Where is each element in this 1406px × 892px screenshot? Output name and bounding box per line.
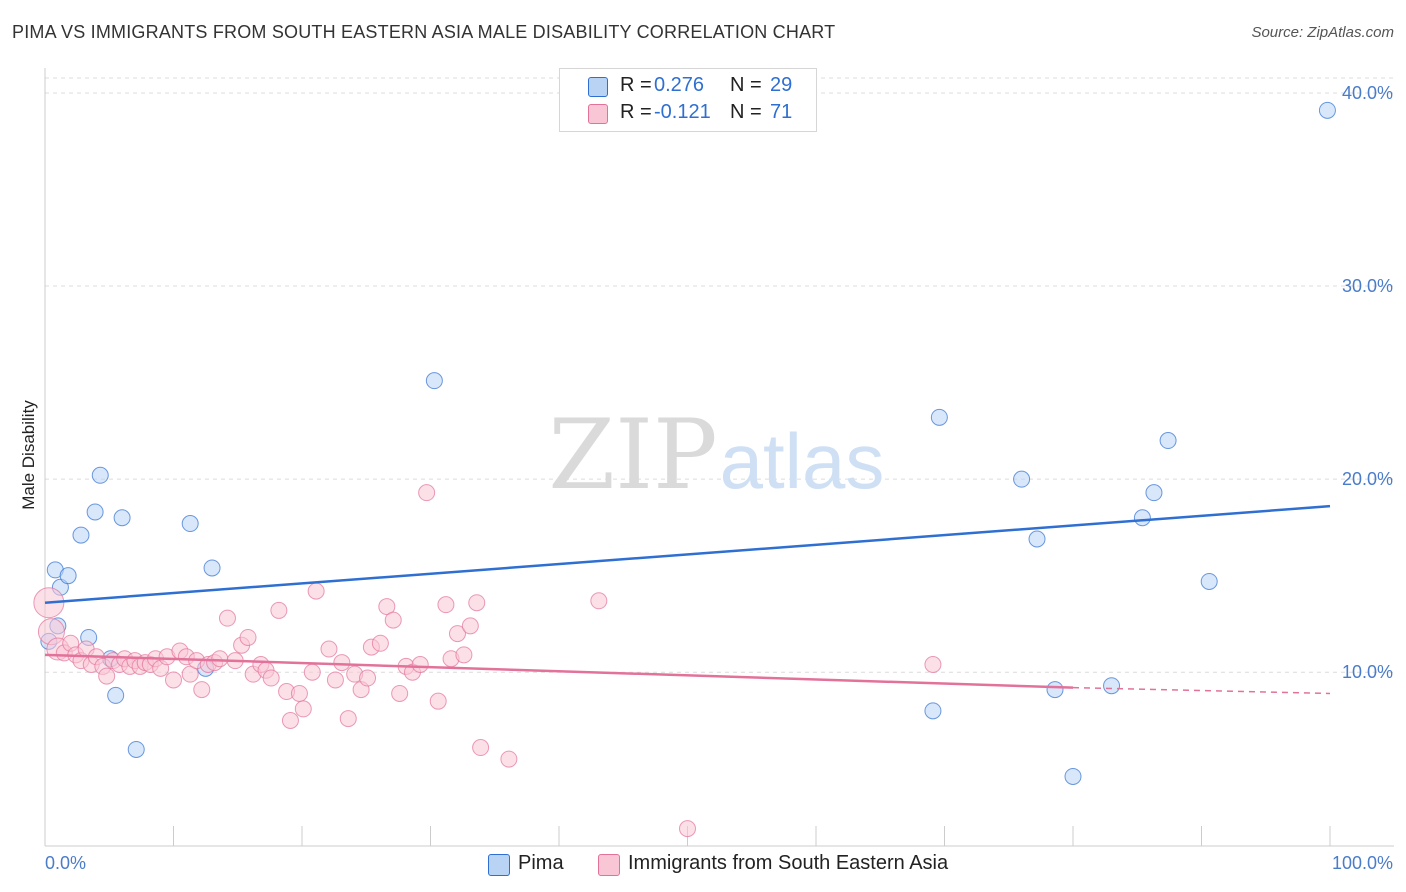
- immigrants-point: [320, 640, 338, 658]
- immigrants-point: [411, 655, 429, 673]
- x-tick-label-min: 0.0%: [45, 853, 86, 873]
- pima-point: [924, 702, 942, 720]
- pima-point: [203, 559, 221, 577]
- immigrants-point: [437, 596, 455, 614]
- pima-point: [1133, 509, 1151, 527]
- immigrants-point: [218, 609, 236, 627]
- immigrants-point: [262, 669, 280, 687]
- immigrants-point: [679, 820, 696, 838]
- trend-lines: [44, 504, 1331, 695]
- immigrants-point: [303, 663, 321, 681]
- pima-point: [91, 466, 109, 484]
- immigrants-point: [472, 739, 490, 757]
- y-tick-label: 40.0%: [1342, 83, 1393, 103]
- pima-point: [1159, 432, 1177, 450]
- axis-labels: 10.0% 20.0% 30.0% 40.0% 0.0% 100.0% Male Disab…: [19, 83, 1393, 873]
- immigrants-point: [333, 654, 351, 672]
- immigrants-point: [98, 667, 116, 685]
- immigrants-point: [307, 582, 325, 600]
- immigrants-point: [500, 750, 518, 768]
- pima-point: [107, 686, 125, 704]
- immigrants-point: [590, 592, 608, 610]
- immigrants-legend-swatch: [598, 854, 620, 876]
- pima-point: [1103, 677, 1121, 695]
- pima-point: [113, 509, 131, 527]
- immigrants-point: [384, 611, 402, 629]
- pima-point: [1145, 484, 1163, 502]
- n-label: N =: [730, 74, 762, 96]
- immigrants-n-value: 71: [770, 101, 793, 123]
- immigrants-point: [193, 681, 211, 699]
- immigrants-point: [294, 700, 312, 718]
- watermark-zip: ZIP: [548, 399, 717, 511]
- pima-point: [181, 515, 199, 533]
- pima-point: [1028, 530, 1046, 548]
- immigrants-point: [290, 684, 308, 702]
- pima-point: [1064, 767, 1082, 785]
- y-tick-label: 20.0%: [1342, 469, 1393, 489]
- immigrants-point: [359, 669, 377, 687]
- immigrants-point: [270, 601, 288, 619]
- immigrants-r-value: -0.121: [654, 101, 711, 123]
- pima-point: [1013, 470, 1031, 488]
- immigrants-point: [211, 650, 229, 668]
- pima-point: [86, 503, 104, 521]
- immigrants-point: [339, 710, 357, 728]
- y-tick-label: 10.0%: [1342, 662, 1393, 682]
- pima-r-value: 0.276: [654, 74, 705, 96]
- source-label: Source: ZipAtlas.com: [1251, 24, 1394, 41]
- immigrants-point: [391, 684, 409, 702]
- y-axis-label: Male Disability: [19, 400, 38, 510]
- r-label: R =: [620, 101, 652, 123]
- immigrants-point: [371, 634, 389, 652]
- pima-point: [72, 526, 90, 544]
- immigrants-point: [239, 628, 257, 646]
- immigrants-point: [418, 484, 436, 502]
- pima-trend-line: [44, 504, 1331, 604]
- pima-point: [1046, 681, 1064, 699]
- immigrants-point: [468, 594, 486, 612]
- immigrants-point: [461, 617, 479, 635]
- data-points: [33, 101, 1336, 838]
- immigrants-point: [455, 646, 473, 664]
- immigrants-trend-extension: [1072, 686, 1331, 695]
- chart-title: PIMA VS IMMIGRANTS FROM SOUTH EASTERN AS…: [12, 22, 836, 42]
- immigrants-legend-label: Immigrants from South Eastern Asia: [628, 852, 949, 874]
- pima-point: [930, 408, 948, 426]
- immigrants-trend-line: [44, 653, 1074, 689]
- pima-point: [127, 740, 145, 758]
- y-tick-label: 30.0%: [1342, 276, 1393, 296]
- watermark: ZIP atlas: [548, 399, 884, 511]
- watermark-atlas: atlas: [720, 417, 885, 505]
- immigrants-point: [326, 671, 344, 689]
- immigrants-point: [281, 711, 299, 729]
- immigrants-point: [165, 671, 182, 689]
- immigrants-point: [429, 692, 447, 710]
- immigrants-point: [448, 625, 466, 643]
- gridlines: [45, 77, 1394, 673]
- pima-legend-label: Pima: [518, 852, 564, 874]
- immigrants-swatch: [588, 104, 608, 124]
- correlation-legend: R = 0.276 N = 29 R = -0.121 N = 71: [559, 68, 817, 132]
- pima-point: [1200, 572, 1218, 590]
- pima-point: [425, 372, 443, 390]
- pima-point: [1318, 101, 1336, 119]
- pima-n-value: 29: [770, 74, 793, 96]
- x-tick-label-max: 100.0%: [1332, 853, 1393, 873]
- pima-legend-swatch: [488, 854, 510, 876]
- r-label: R =: [620, 74, 652, 96]
- immigrants-point: [924, 655, 942, 673]
- pima-swatch: [588, 77, 608, 97]
- n-label: N =: [730, 101, 762, 123]
- pima-point: [59, 567, 77, 585]
